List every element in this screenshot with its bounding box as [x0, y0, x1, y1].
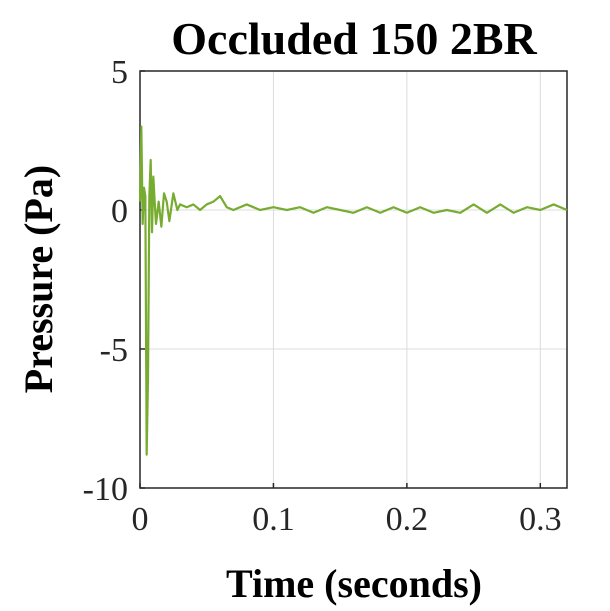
- plot-area-frame: [139, 70, 568, 489]
- y-tick-label: 0: [111, 193, 128, 230]
- grid-lines: [140, 71, 567, 488]
- series-line: [138, 125, 568, 456]
- chart-title: Occluded 150 2BR: [171, 13, 537, 64]
- x-tick-label: 0.2: [386, 501, 429, 538]
- x-tick-label: 0: [132, 501, 149, 538]
- x-tick-labels: 0 0.1 0.2 0.3: [132, 501, 562, 538]
- x-tick-label: 0.1: [252, 501, 295, 538]
- x-axis-label: Time (seconds): [226, 561, 482, 606]
- y-tick-label: 5: [111, 54, 128, 91]
- axis-ticks: [139, 70, 542, 489]
- y-tick-label: -10: [83, 471, 128, 508]
- y-tick-label: -5: [100, 332, 128, 369]
- x-tick-label: 0.3: [519, 501, 562, 538]
- y-tick-labels: -10 -5 0 5: [83, 54, 128, 508]
- y-axis-label: Pressure (Pa): [16, 165, 61, 393]
